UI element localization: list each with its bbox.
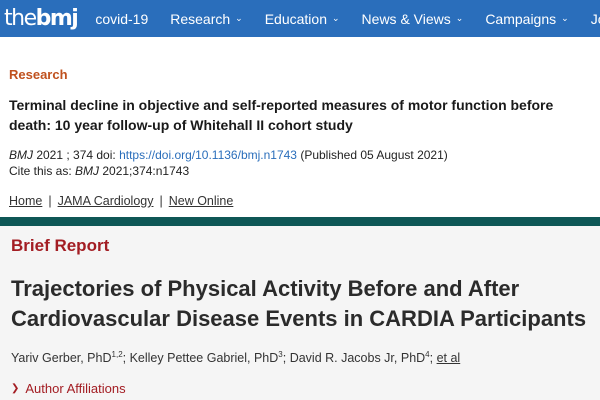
nav-item-label: Education [264, 10, 327, 27]
nav-item-campaigns[interactable]: Campaigns ⌄ [485, 11, 568, 27]
nav-item-covid-19[interactable]: covid-19 [95, 11, 148, 27]
author-name: David R. Jacobs Jr, PhD [289, 351, 426, 366]
article-type: Research [9, 67, 68, 82]
jama-article-header: Brief Report Trajectories of Physical Ac… [0, 226, 600, 400]
author-list: Yariv Gerber, PhD1,2; Kelley Pettee Gabr… [11, 350, 460, 365]
logo-the: the [4, 6, 37, 31]
journal-name: BMJ [9, 148, 33, 162]
nav-item-jobs[interactable]: Jobs ⌄ [591, 11, 600, 27]
nav-item-news-views[interactable]: News & Views ⌄ [362, 11, 464, 27]
bmj-article-header: Research Terminal decline in objective a… [0, 37, 600, 217]
cite-reference: 2021;374:n1743 [99, 164, 190, 178]
doi-link[interactable]: https://doi.org/10.1136/bmj.n1743 [119, 148, 297, 162]
author-affiliation-number: 1,2 [111, 350, 123, 359]
bmj-logo[interactable]: the bmj [4, 0, 79, 37]
nav-item-label: covid-19 [95, 10, 149, 27]
breadcrumb-separator: | [159, 194, 163, 208]
nav-item-research[interactable]: Research ⌄ [170, 11, 242, 27]
article-title: Trajectories of Physical Activity Before… [11, 276, 587, 331]
cite-journal: BMJ [75, 164, 100, 178]
author-name: Kelley Pettee Gabriel, PhD [129, 351, 279, 366]
nav-item-label: Jobs [590, 10, 600, 27]
year-volume: 2021 ; 374 doi: [33, 148, 120, 162]
author-separator: ; [429, 351, 437, 366]
author-separator: ; [122, 351, 130, 366]
chevron-down-icon: ⌄ [332, 13, 340, 23]
author-affiliations-toggle[interactable]: ❯ Author Affiliations [11, 381, 126, 396]
article-citation: BMJ 2021 ; 374 doi: https://doi.org/10.1… [9, 147, 448, 164]
chevron-right-icon: ❯ [11, 383, 20, 394]
nav-item-education[interactable]: Education ⌄ [265, 11, 340, 27]
chevron-down-icon: ⌄ [235, 13, 243, 23]
cite-this-as: Cite this as: BMJ 2021;374:n1743 [9, 164, 189, 178]
author-affiliation-number: 3 [278, 350, 283, 359]
et-al-link[interactable]: et al [436, 351, 461, 366]
top-nav: the bmj covid-19 Research ⌄ Education ⌄ N… [0, 0, 600, 37]
author-affiliations-label: Author Affiliations [25, 381, 126, 396]
breadcrumb-jama-cardiology[interactable]: JAMA Cardiology [57, 194, 154, 208]
chevron-down-icon: ⌄ [561, 13, 569, 23]
breadcrumb-home[interactable]: Home [9, 194, 43, 208]
nav-item-label: News & Views [361, 10, 451, 27]
author-separator: ; [282, 351, 290, 366]
nav-item-label: Research [170, 10, 231, 27]
breadcrumb: Home | JAMA Cardiology | New Online [9, 194, 233, 208]
published-date: (Published 05 August 2021) [296, 148, 448, 162]
nav-item-label: Campaigns [485, 10, 557, 27]
nav-menu: covid-19 Research ⌄ Education ⌄ News & V… [95, 0, 600, 37]
article-title: Terminal decline in objective and self-r… [9, 97, 554, 133]
cite-prefix: Cite this as: [9, 164, 76, 178]
article-type: Brief Report [11, 236, 110, 255]
section-divider [0, 217, 600, 226]
breadcrumb-new-online[interactable]: New Online [168, 194, 234, 208]
author-name: Yariv Gerber, PhD [11, 351, 112, 366]
chevron-down-icon: ⌄ [455, 13, 464, 23]
logo-bmj: bmj [35, 6, 79, 31]
breadcrumb-separator: | [48, 194, 52, 208]
author-affiliation-number: 4 [425, 350, 430, 359]
